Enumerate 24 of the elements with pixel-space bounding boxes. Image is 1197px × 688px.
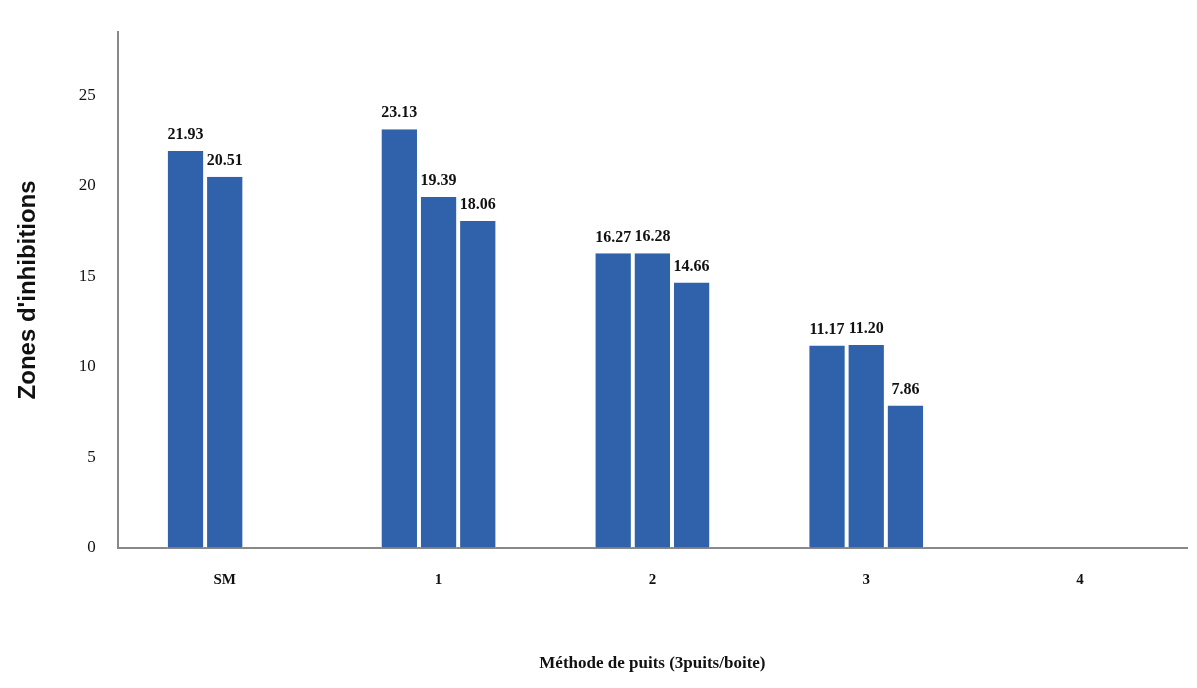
y-tick-label: 15 xyxy=(78,265,96,285)
data-label: 16.27 xyxy=(595,227,632,245)
data-label: 7.86 xyxy=(891,379,920,397)
x-tick-label: 2 xyxy=(648,571,657,588)
data-label: 20.51 xyxy=(206,150,243,168)
y-tick-label: 5 xyxy=(87,446,96,466)
y-tick-label: 10 xyxy=(78,356,96,376)
y-axis-title: Zones d'inhibitions xyxy=(13,180,41,400)
x-tick-label: 4 xyxy=(1076,571,1085,588)
y-tick-label: 25 xyxy=(78,84,96,104)
x-tick-label: 3 xyxy=(862,571,870,588)
data-label: 16.28 xyxy=(634,227,671,245)
data-label: 23.13 xyxy=(381,103,418,121)
data-label: 19.39 xyxy=(420,171,457,189)
x-tick-label: SM xyxy=(213,571,236,588)
x-tick-label: 1 xyxy=(434,571,443,588)
data-label: 11.20 xyxy=(848,319,884,337)
data-label: 21.93 xyxy=(167,125,204,143)
data-label: 11.17 xyxy=(809,319,845,337)
y-tick-label: 20 xyxy=(78,175,96,195)
data-label: 18.06 xyxy=(459,195,496,213)
data-label: 14.66 xyxy=(673,256,710,274)
y-tick-label: 0 xyxy=(87,537,96,557)
x-axis-title: Méthode de puits (3puits/boite) xyxy=(539,653,766,673)
